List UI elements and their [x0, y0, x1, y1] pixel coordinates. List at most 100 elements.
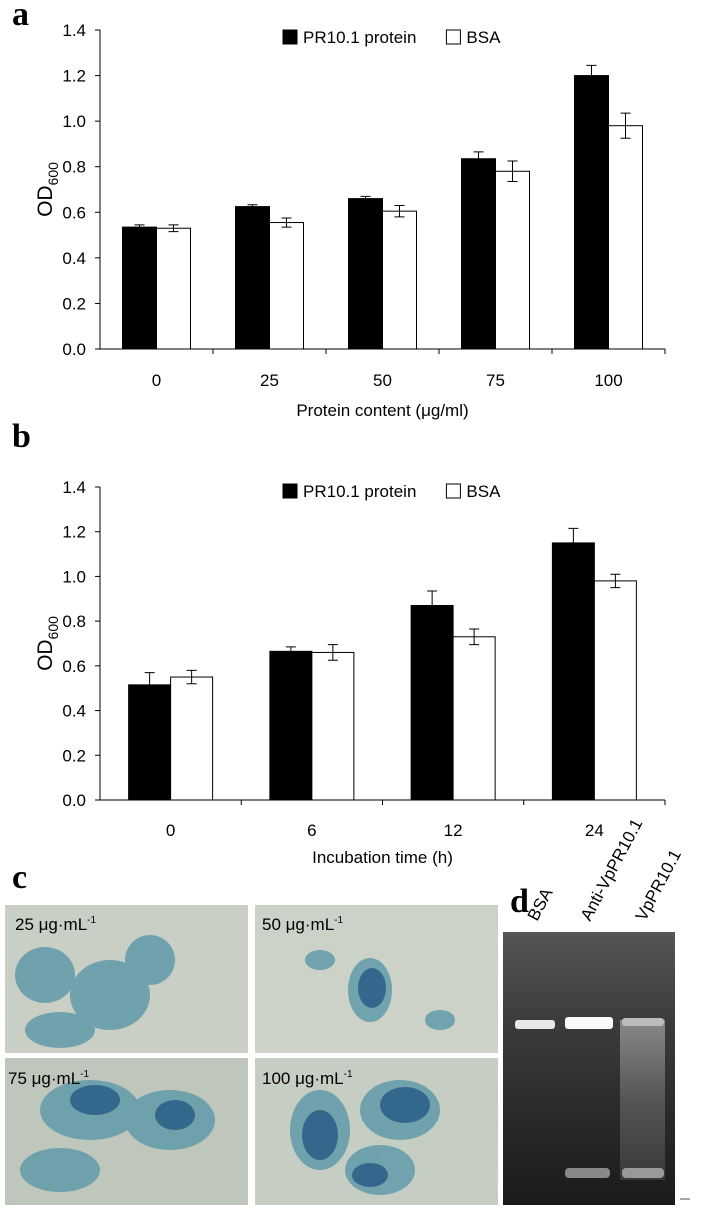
bar [495, 170, 530, 350]
bar [156, 227, 191, 350]
image-label: 75 μg·mL-1 [8, 1069, 90, 1088]
bar [348, 198, 383, 350]
gel [503, 932, 690, 1205]
y-tick-label: 0.4 [62, 702, 86, 721]
image-label-sup: -1 [80, 1069, 89, 1080]
bar [235, 206, 270, 350]
y-tick-label: 0.6 [62, 657, 86, 676]
y-tick-label: 0.0 [62, 791, 86, 810]
error-bar [394, 204, 405, 218]
error-bar [168, 224, 179, 233]
error-bar [134, 224, 145, 230]
micrographs [5, 905, 498, 1205]
x-tick-label: 12 [444, 821, 463, 840]
x-axis-label: Incubation time (h) [312, 848, 453, 867]
error-bar [427, 590, 438, 621]
bar [461, 158, 496, 350]
error-bar [144, 672, 155, 698]
bar [382, 210, 417, 350]
error-bar [473, 151, 484, 167]
image-label-text: 75 μg·mL [8, 1069, 80, 1088]
error-bar [327, 644, 338, 661]
x-tick-label: 0 [166, 821, 175, 840]
error-bar [586, 64, 597, 87]
image-label: 50 μg·mL-1 [262, 915, 344, 934]
bar [593, 580, 637, 801]
legend-label: PR10.1 protein [303, 482, 416, 501]
legend-swatch [282, 29, 298, 45]
y-tick-label: 1.0 [62, 112, 86, 131]
bar [311, 651, 355, 801]
x-tick-label: 25 [260, 371, 279, 390]
bar [574, 75, 609, 350]
legend-swatch [282, 483, 298, 499]
legend-label: BSA [466, 482, 501, 501]
band [565, 1168, 610, 1178]
x-tick-label: 50 [373, 371, 392, 390]
error-bar [247, 204, 258, 209]
bar [122, 226, 157, 350]
bar [128, 684, 172, 801]
x-tick-label: 24 [585, 821, 604, 840]
panel-label: b [12, 418, 31, 455]
panel-label: c [12, 859, 27, 896]
lane-label: VpPR10.1 [632, 847, 685, 924]
bar [551, 542, 595, 801]
error-bar [186, 669, 197, 685]
bar [170, 676, 214, 801]
image-label-sup: -1 [87, 915, 96, 926]
x-tick-label: 6 [307, 821, 316, 840]
y-label-sub: 600 [45, 162, 61, 186]
panel-label: d [510, 883, 529, 920]
error-bar [507, 160, 518, 183]
y-axis-label: OD600 [34, 162, 61, 217]
bar [410, 604, 454, 801]
y-tick-label: 0.0 [62, 340, 86, 359]
y-tick-label: 0.8 [62, 612, 86, 631]
x-tick-label: 75 [486, 371, 505, 390]
image-label-sup: -1 [334, 915, 343, 926]
band [622, 1018, 664, 1026]
error-bar [360, 195, 371, 202]
image-label: 25 μg·mL-1 [15, 915, 97, 934]
legend-swatch [445, 483, 461, 499]
x-tick-label: 100 [594, 371, 622, 390]
image-label-sup: -1 [344, 1069, 353, 1080]
y-label-main: OD [34, 639, 57, 671]
panel-label: a [12, 0, 29, 33]
bar [608, 125, 643, 350]
y-label-main: OD [34, 185, 57, 217]
error-bar [568, 527, 579, 558]
x-tick-label: 0 [152, 371, 161, 390]
y-label-sub: 600 [45, 616, 61, 640]
image-label-text: 25 μg·mL [15, 915, 87, 934]
bar [269, 650, 313, 801]
legend-label: BSA [466, 28, 501, 47]
error-bar [281, 217, 292, 228]
image-label-text: 50 μg·mL [262, 915, 334, 934]
band [565, 1017, 613, 1029]
y-tick-label: 0.2 [62, 294, 86, 313]
y-axis-label: OD600 [34, 616, 61, 671]
x-axis-label: Protein content (μg/ml) [296, 401, 468, 420]
y-tick-label: 1.4 [62, 478, 86, 497]
y-tick-label: 1.0 [62, 567, 86, 586]
legend-swatch [445, 29, 461, 45]
y-tick-label: 0.8 [62, 158, 86, 177]
error-bar [285, 646, 296, 657]
band [515, 1020, 555, 1029]
y-tick-label: 0.6 [62, 203, 86, 222]
error-bar [620, 112, 631, 139]
y-tick-label: 1.4 [62, 21, 86, 40]
band [622, 1168, 664, 1178]
y-tick-label: 1.2 [62, 523, 86, 542]
image-label-text: 100 μg·mL [262, 1069, 344, 1088]
legend-label: PR10.1 protein [303, 28, 416, 47]
bar [452, 636, 496, 801]
image-label: 100 μg·mL-1 [262, 1069, 353, 1088]
y-tick-label: 0.2 [62, 746, 86, 765]
y-tick-label: 0.4 [62, 249, 86, 268]
smear [620, 1020, 665, 1180]
error-bar [469, 628, 480, 646]
